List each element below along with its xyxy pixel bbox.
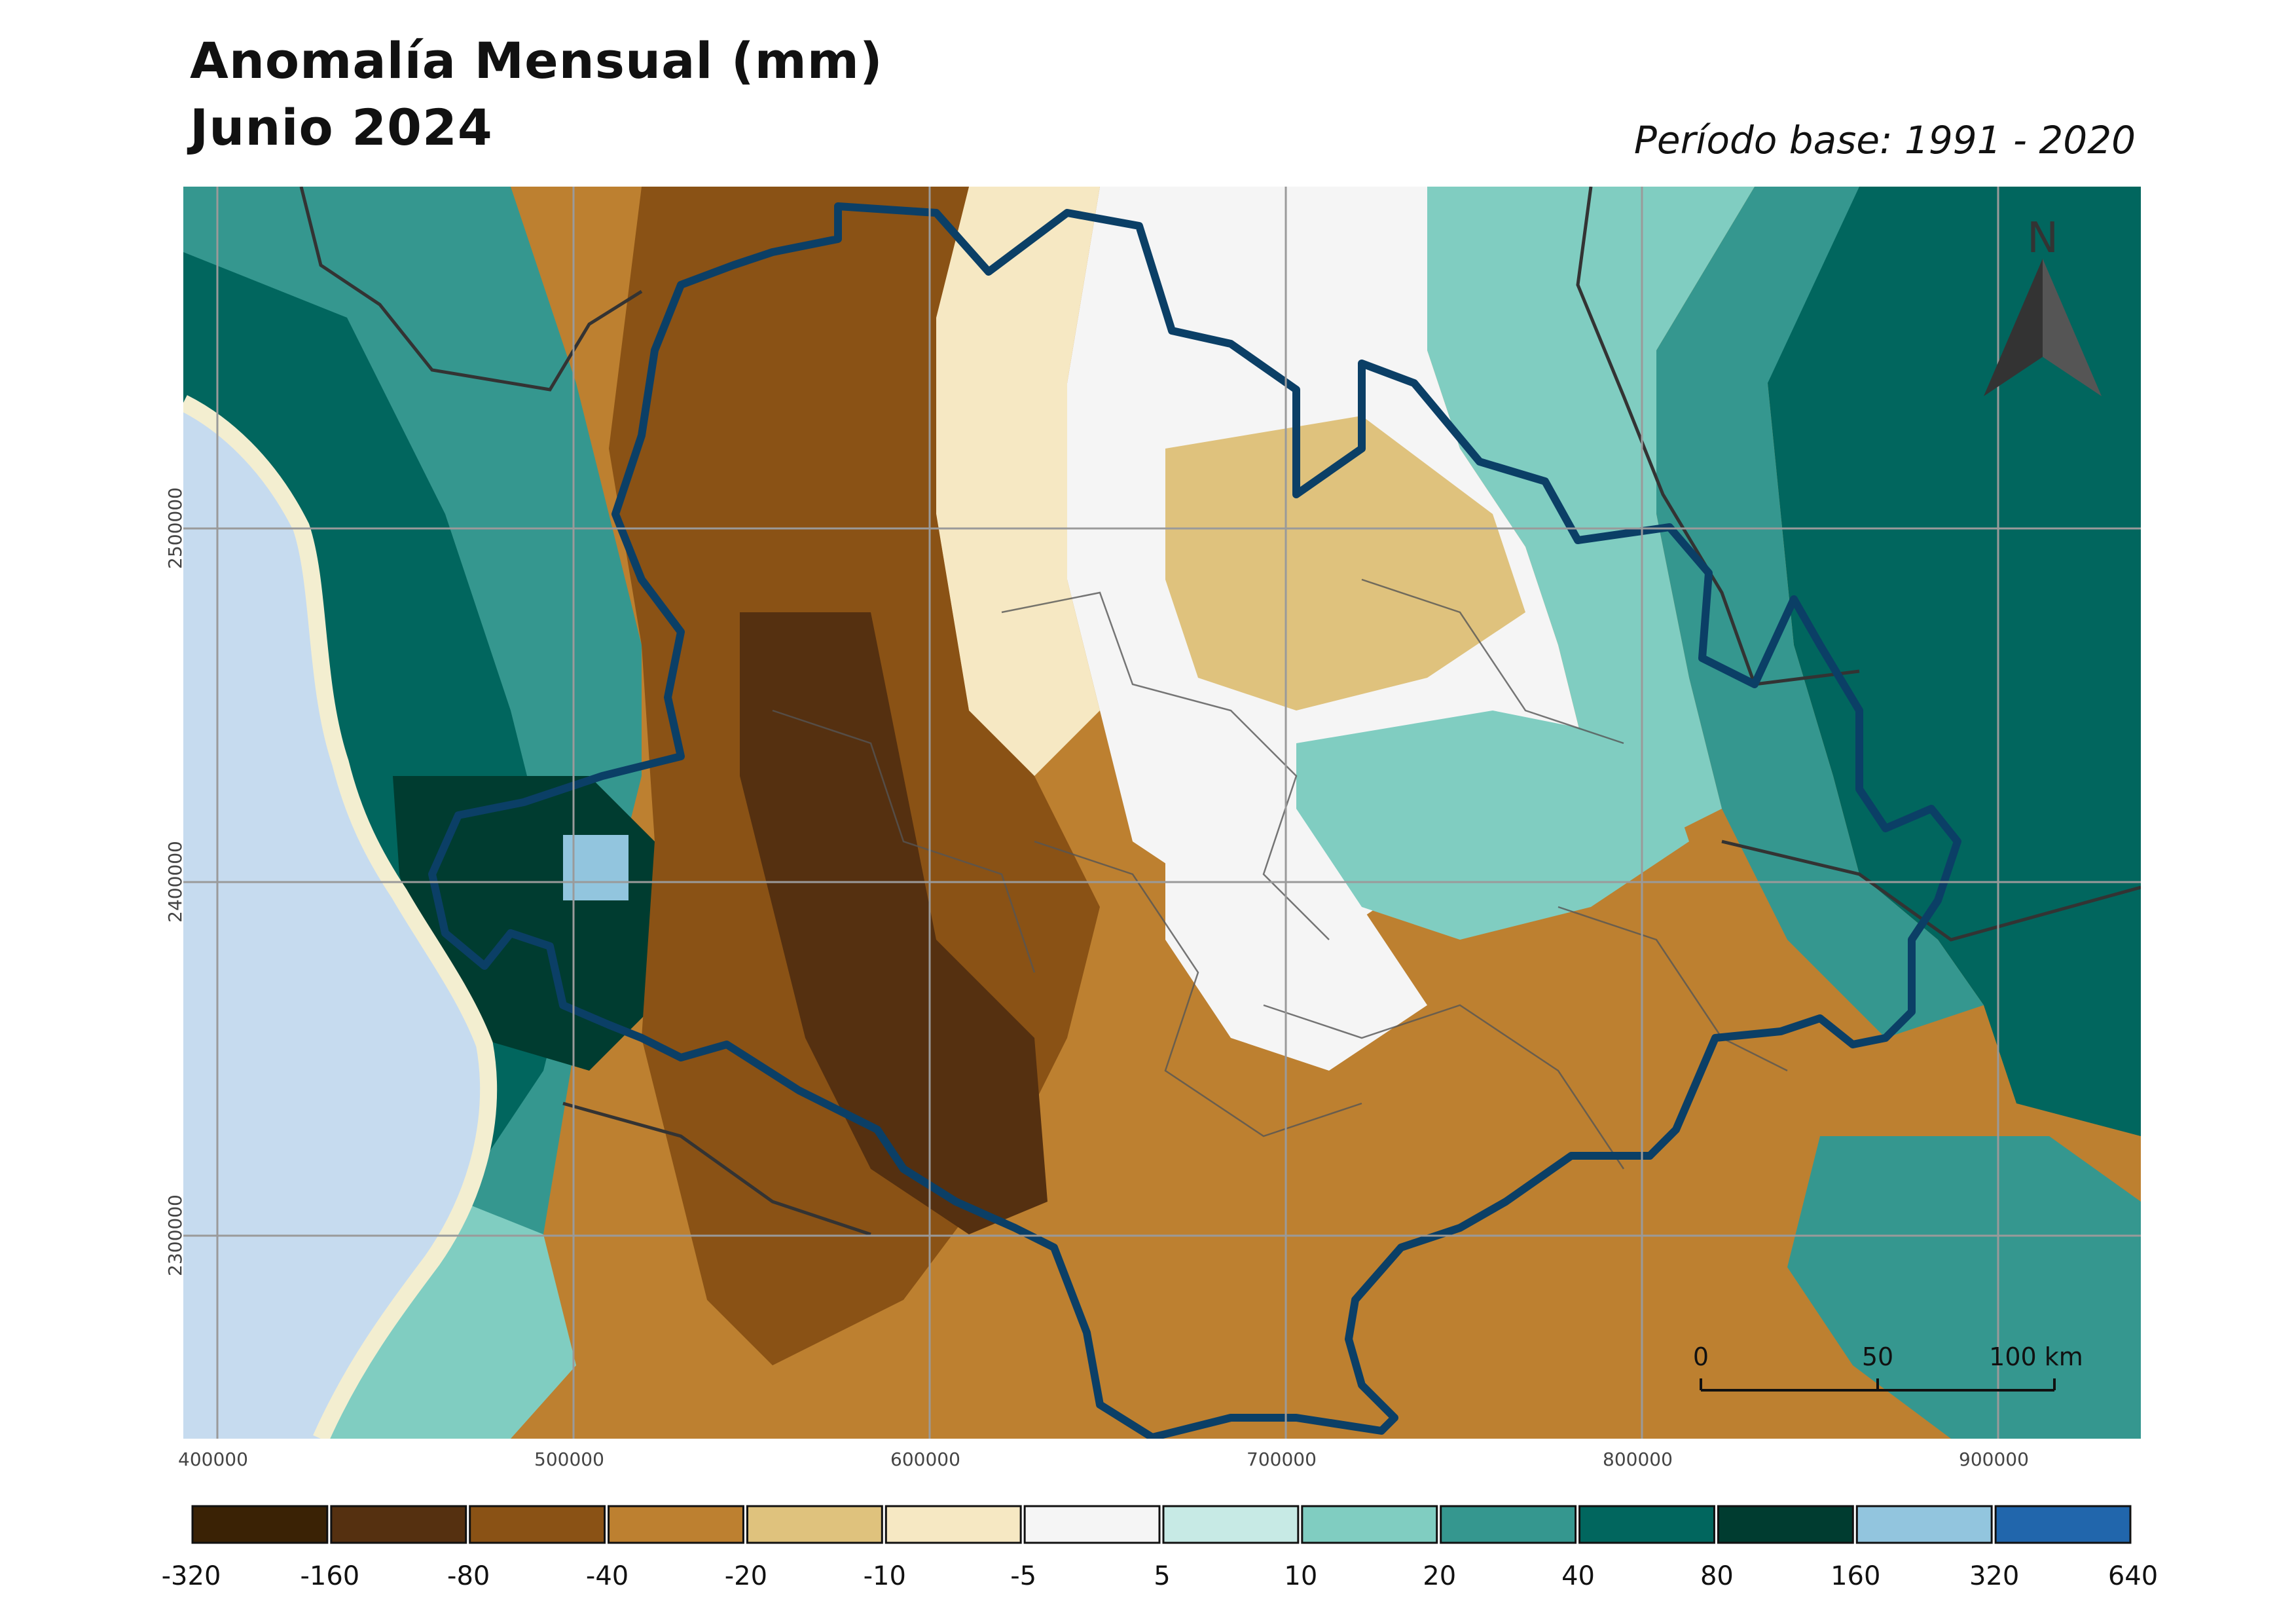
west-extreme-wet [563,835,629,900]
legend-label: -20 [724,1561,768,1591]
legend-label: 40 [1561,1561,1595,1591]
legend-swatch [1023,1505,1161,1544]
anomaly-map: N 0 50 100 km [183,187,2141,1439]
driest-core [740,612,1048,1234]
state-boundary [428,202,1961,1439]
legend-label: -10 [863,1561,906,1591]
legend-label: -40 [585,1561,629,1591]
legend-swatch [884,1505,1022,1544]
scale-bar: 0 50 100 km [1693,1342,2083,1392]
coastline [183,395,498,1439]
title-line-1: Anomalía Mensual (mm) [190,31,883,90]
color-legend [191,1505,2133,1545]
legend-swatch [1440,1505,1577,1544]
base-period: Período base: 1991 - 2020 [1633,118,2136,162]
scale-label-0: 0 [1693,1342,1709,1371]
legend-label: -320 [161,1561,221,1591]
scale-label-50: 50 [1862,1342,1893,1371]
legend-swatch [330,1505,467,1544]
legend-swatch [191,1505,329,1544]
legend-label: -80 [447,1561,490,1591]
municipal-borders [772,578,1788,1170]
legend-swatch [1301,1505,1438,1544]
southeast-wet [1787,1136,2141,1439]
scale-label-100: 100 km [1989,1342,2083,1371]
title-line-2: Junio 2024 [190,98,493,157]
north-label: N [2027,214,2058,263]
legend-label: -160 [300,1561,360,1591]
legend-swatch [608,1505,744,1544]
x-tick-900000: 900000 [1959,1449,2029,1470]
map-canvas: N 0 50 100 km [183,187,2141,1439]
center-light-dry [936,187,1100,776]
y-tick-2400000: 2400000 [164,841,186,923]
ocean [183,403,489,1439]
x-tick-400000: 400000 [178,1449,248,1470]
legend-swatches [191,1505,2132,1544]
legend-swatch [746,1505,883,1544]
coordinate-grid [183,187,2141,1439]
legend-label: 160 [1831,1561,1881,1591]
y-tick-2500000: 2500000 [164,487,186,569]
y-tick-2300000: 2300000 [164,1194,186,1276]
legend-label: 640 [2107,1561,2159,1591]
legend-swatch [1717,1505,1854,1544]
legend-label: 5 [1154,1561,1171,1591]
legend-swatch [1162,1505,1300,1544]
legend-swatch [1578,1505,1715,1544]
x-tick-700000: 700000 [1247,1449,1317,1470]
x-tick-500000: 500000 [534,1449,604,1470]
state-outlines [299,187,2141,1236]
east-mid-wet-region [1656,187,1984,1038]
north-arrow: N [1984,214,2102,396]
legend-label: 320 [1969,1561,2020,1591]
center-neutral-pocket [1165,809,1427,1071]
x-tick-600000: 600000 [890,1449,960,1470]
legend-label: 10 [1284,1561,1318,1591]
legend-swatch [1855,1505,1993,1544]
legend-swatch [1994,1505,2132,1544]
north-light-wet [1427,187,1755,841]
legend-label: 80 [1700,1561,1734,1591]
legend-label: 20 [1423,1561,1457,1591]
east-wet-region [1755,187,2141,1136]
legend-swatch [469,1505,606,1544]
legend-label: -5 [1010,1561,1037,1591]
x-tick-800000: 800000 [1603,1449,1673,1470]
center-dry [1165,416,1525,710]
